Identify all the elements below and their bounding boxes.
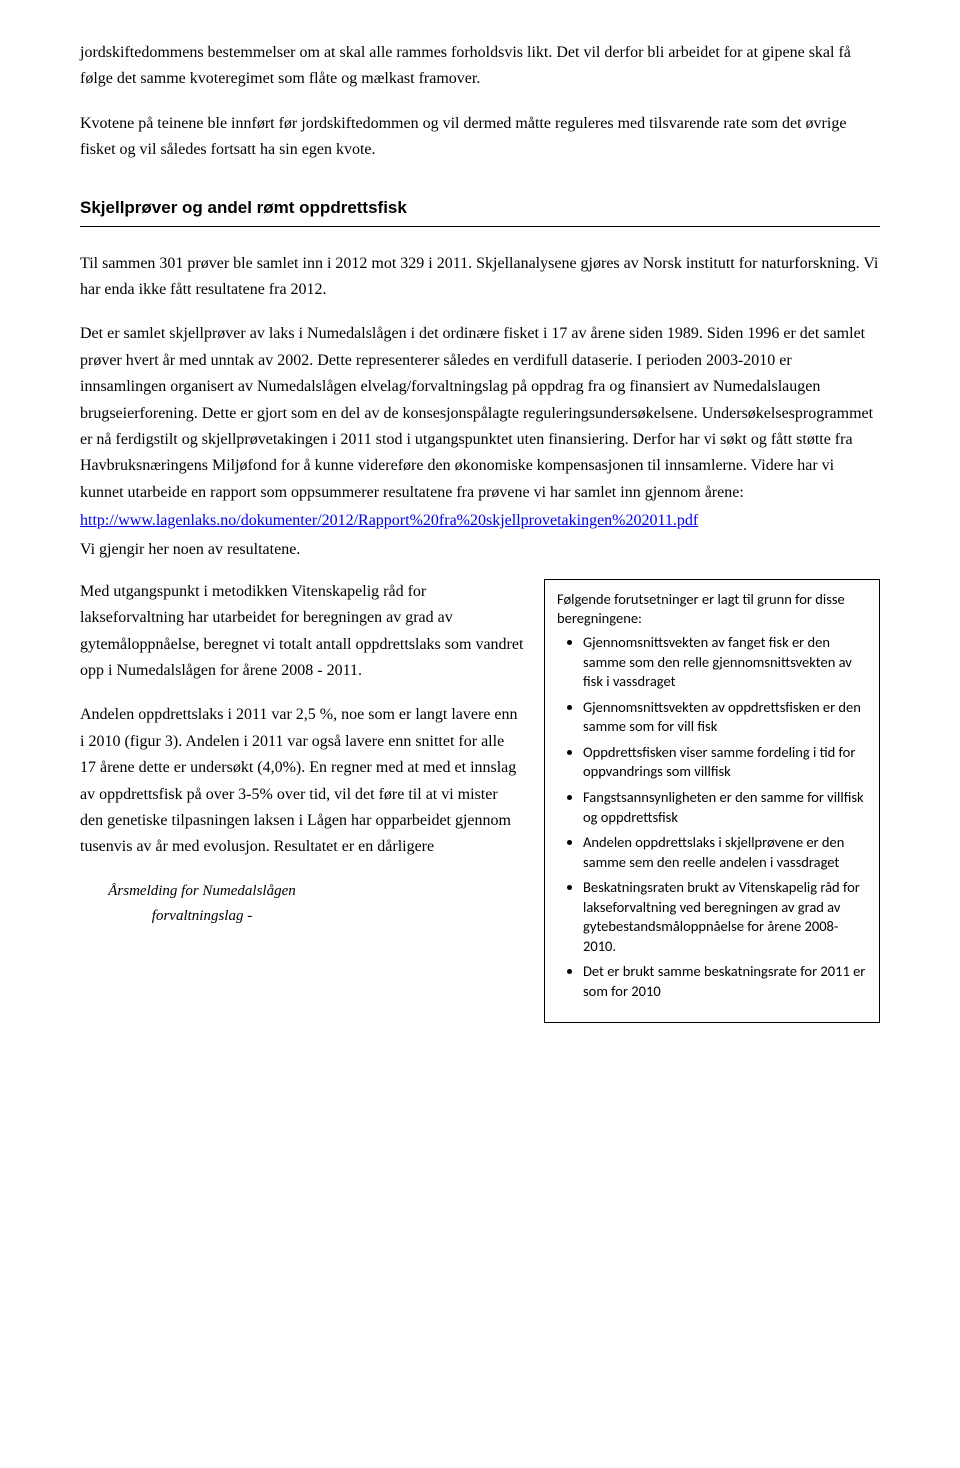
assumption-item: Gjennomsnittsvekten av fanget fisk er de… xyxy=(583,633,867,692)
assumption-item: Gjennomsnittsvekten av oppdrettsfisken e… xyxy=(583,698,867,737)
paragraph-3: Til sammen 301 prøver ble samlet inn i 2… xyxy=(80,251,880,304)
paragraph-4: Det er samlet skjellprøver av laks i Num… xyxy=(80,321,880,506)
assumptions-list: Gjennomsnittsvekten av fanget fisk er de… xyxy=(557,633,867,1002)
assumption-item: Beskatningsraten brukt av Vitenskapelig … xyxy=(583,878,867,956)
report-link[interactable]: http://www.lagenlaks.no/dokumenter/2012/… xyxy=(80,512,698,529)
assumption-item: Andelen oppdrettslaks i skjellprøvene er… xyxy=(583,833,867,872)
assumptions-box: Følgende forutsetninger er lagt til grun… xyxy=(544,579,880,1023)
left-column: Med utgangspunkt i metodikken Vitenskape… xyxy=(80,579,524,1023)
box-intro: Følgende forutsetninger er lagt til grun… xyxy=(557,590,867,629)
heading-rule xyxy=(80,226,880,227)
page-footer: Årsmelding for Numedalslågen forvaltning… xyxy=(80,879,524,929)
left-paragraph-2: Andelen oppdrettslaks i 2011 var 2,5 %, … xyxy=(80,702,524,860)
paragraph-1: jordskiftedommens bestemmelser om at ska… xyxy=(80,40,880,93)
two-column-layout: Med utgangspunkt i metodikken Vitenskape… xyxy=(80,579,880,1023)
paragraph-5: Vi gjengir her noen av resultatene. xyxy=(80,537,880,563)
assumption-item: Oppdrettsfisken viser samme fordeling i … xyxy=(583,743,867,782)
paragraph-2: Kvotene på teinene ble innført før jords… xyxy=(80,111,880,164)
section-heading: Skjellprøver og andel rømt oppdrettsfisk xyxy=(80,194,880,222)
left-paragraph-1: Med utgangspunkt i metodikken Vitenskape… xyxy=(80,579,524,685)
assumption-item: Det er brukt samme beskatningsrate for 2… xyxy=(583,962,867,1001)
assumption-item: Fangstsannsynligheten er den samme for v… xyxy=(583,788,867,827)
